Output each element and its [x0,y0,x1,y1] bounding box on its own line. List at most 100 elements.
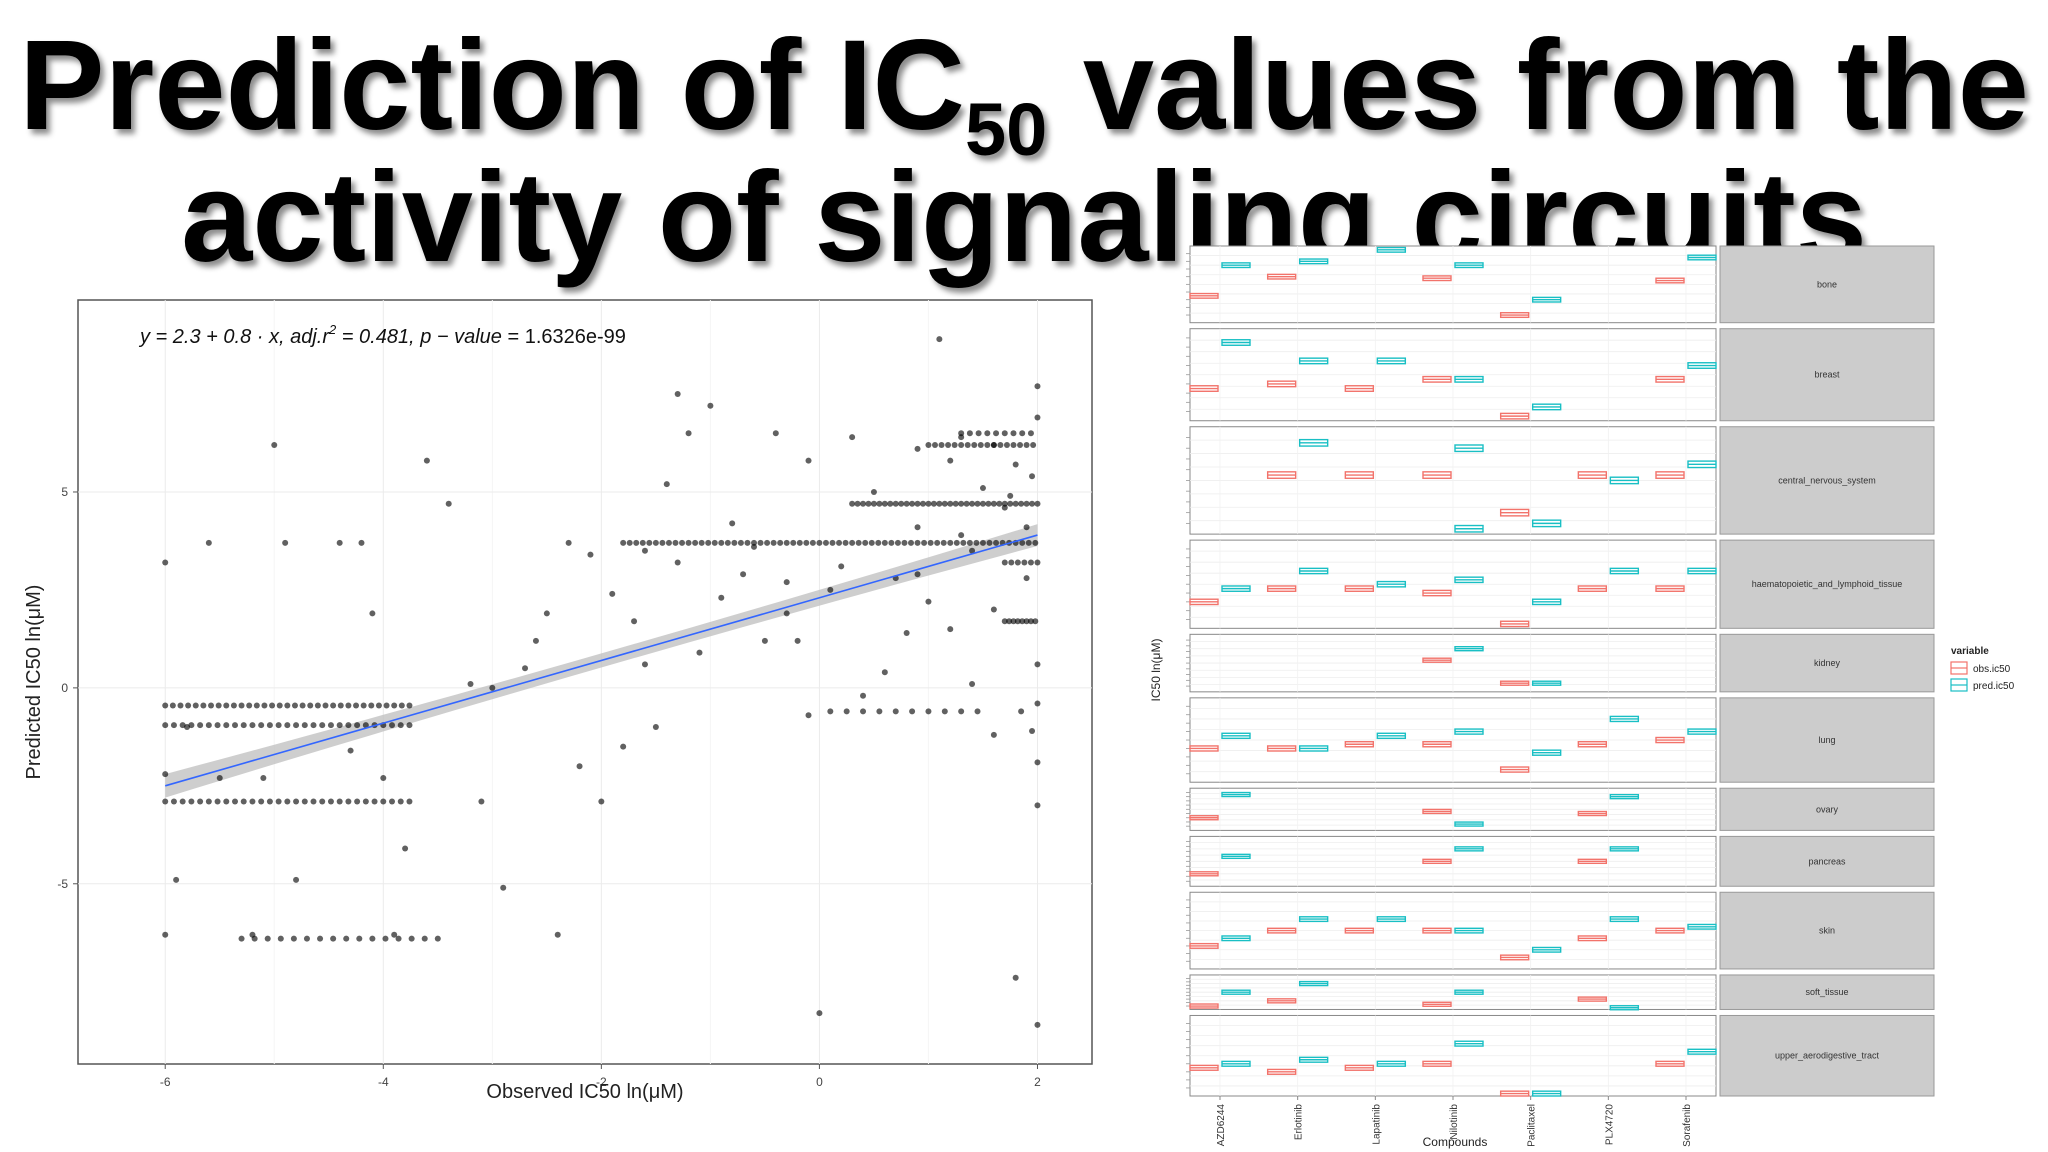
data-point [903,500,910,507]
data-point [489,684,496,691]
data-point [1021,559,1028,566]
data-point [958,708,965,715]
data-point [731,539,738,546]
legend: variable obs.ic50 pred.ic50 [1950,646,2015,692]
data-point [947,539,954,546]
data-point [990,441,997,448]
data-point [354,798,361,805]
data-point [330,702,337,709]
data-point [445,500,452,507]
data-point [380,774,387,781]
data-point [947,500,954,507]
data-point [1010,618,1017,625]
facet-strip [1719,1014,1935,1097]
data-point [347,747,354,754]
y-tick-label: -5 [57,877,68,891]
data-point [996,500,1003,507]
data-point [641,661,648,668]
data-point [876,708,883,715]
data-point [822,539,829,546]
regression-line [165,534,1038,787]
data-point [197,722,204,729]
y-axis-label: Predicted IC50 ln(μM) [23,585,45,780]
data-point [790,539,797,546]
data-point [1034,559,1041,566]
data-point [337,702,344,709]
data-point [609,590,616,597]
compound-label: Sorafenib [1682,1104,1693,1147]
data-point [892,708,899,715]
title-subscript: 50 [964,88,1048,171]
regression-line-path [165,534,1038,787]
data-point [330,935,337,942]
facet-panel-bone: bone [1186,245,1935,324]
data-point [293,722,300,729]
annotation-p-label: p − value [419,326,502,348]
data-point [947,457,954,464]
data-point [964,441,971,448]
data-point [865,500,872,507]
data-point [849,500,856,507]
data-point [1012,974,1019,981]
data-point [246,702,253,709]
data-point [214,798,221,805]
data-point [1019,430,1026,437]
facet-strip-label: kidney [1814,658,1841,668]
data-point [500,884,507,891]
data-point [1023,575,1030,582]
data-point [327,722,334,729]
data-point [952,500,959,507]
regression-annotation: y = 2.3 + 0.8 · x, adj.r2 = 0.481, p − v… [138,322,626,348]
data-point [170,798,177,805]
data-point [543,610,550,617]
data-point [1029,473,1036,480]
data-point [260,774,267,781]
data-point [249,798,256,805]
data-point [931,441,938,448]
data-point [406,798,413,805]
data-point [958,441,965,448]
data-point [993,539,1000,546]
data-point [271,441,278,448]
facet-strip [1719,328,1935,422]
compound-label: PLX4720 [1604,1104,1615,1146]
data-point [875,539,882,546]
data-point [973,539,980,546]
data-point [951,441,958,448]
data-point [162,798,169,805]
facet-panel-lung: lung [1186,697,1935,783]
data-point [1029,727,1036,734]
data-point [371,798,378,805]
facet-strip [1719,245,1935,324]
facet-strip-label: upper_aerodigestive_tract [1775,1051,1880,1061]
data-point [208,702,215,709]
data-point [855,539,862,546]
data-point [876,500,883,507]
data-point [909,708,916,715]
annotation-adj-r2-value: = 0.481, [336,326,420,348]
data-point [307,702,314,709]
data-point [375,702,382,709]
facet-strip [1719,835,1935,887]
data-point [421,935,428,942]
data-point [761,637,768,644]
compound-label: Lapatinib [1371,1104,1382,1145]
data-point [1030,441,1037,448]
data-point [860,708,867,715]
facet-strip [1719,539,1935,629]
data-point [729,520,736,527]
data-point [914,500,921,507]
data-point [240,722,247,729]
data-point [301,798,308,805]
data-point [389,798,396,805]
data-point [816,1010,823,1017]
data-point [908,539,915,546]
data-point [1023,441,1030,448]
data-point [975,430,982,437]
data-point [284,702,291,709]
data-point [554,931,561,938]
data-point [1014,559,1021,566]
data-point [920,500,926,507]
annotation-adj-r2-label: adj.r [290,326,330,348]
data-point [162,702,169,709]
